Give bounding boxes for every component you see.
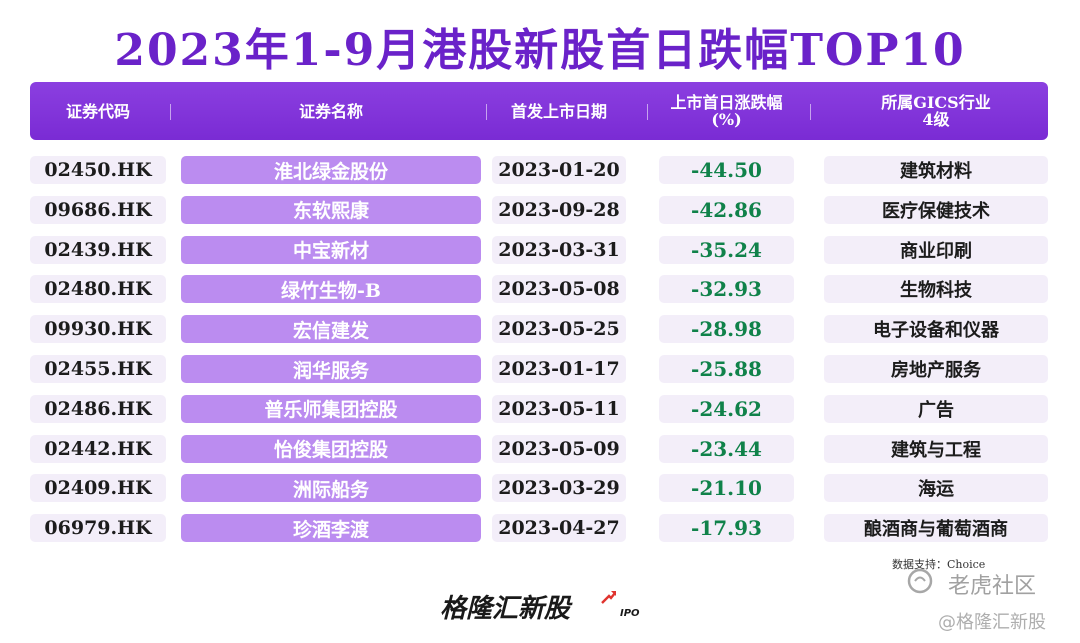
gics-industry-cell: 医疗保健技术 (824, 195, 1048, 224)
table-row: 02450.HK 淮北绿金股份 2023-01-20 -44.50 建筑材料 (0, 154, 1080, 186)
stock-code-cell: 02409.HK (30, 474, 166, 503)
gics-industry-cell: 电子设备和仪器 (824, 315, 1048, 344)
stock-code-cell: 02455.HK (30, 355, 166, 383)
first-day-change-cell: -35.24 (659, 235, 794, 264)
gics-industry-cell: 商业印刷 (824, 235, 1048, 264)
header-industry-line2: 4级 (922, 110, 950, 129)
first-day-change-cell: -23.44 (659, 434, 794, 463)
stock-name-cell: 珍酒李渡 (181, 514, 481, 543)
first-day-change-cell: -24.62 (659, 394, 794, 423)
stock-code-cell: 02442.HK (30, 434, 166, 463)
first-day-change-cell: -17.93 (659, 514, 794, 543)
table-row: 02480.HK 绿竹生物-B 2023-05-08 -32.93 生物科技 (0, 273, 1080, 305)
stock-code-cell: 09686.HK (30, 195, 166, 224)
header-code: 证券代码 (65, 101, 130, 121)
header-change-line2: (%) (711, 110, 742, 129)
listing-date-cell: 2023-05-25 (492, 315, 626, 344)
stock-name-cell: 淮北绿金股份 (181, 156, 481, 184)
header-industry: 所属GICS行业 4级 (824, 82, 1048, 140)
header-divider (486, 104, 487, 120)
gics-industry-cell: 房地产服务 (824, 355, 1048, 383)
listing-date-cell: 2023-03-31 (492, 235, 626, 264)
gics-industry-cell: 酿酒商与葡萄酒商 (824, 514, 1048, 543)
brand-name: 格隆汇新股 (440, 594, 571, 624)
gics-industry-cell: 海运 (824, 474, 1048, 503)
stock-code-cell: 02450.HK (30, 156, 166, 184)
first-day-change-cell: -21.10 (659, 474, 794, 503)
header-divider (810, 104, 811, 120)
stock-name-cell: 润华服务 (181, 355, 481, 383)
stock-code-cell: 02480.HK (30, 275, 166, 304)
gics-industry-cell: 广告 (824, 394, 1048, 423)
stock-name-cell: 绿竹生物-B (181, 275, 481, 304)
stock-name-cell: 普乐师集团控股 (181, 394, 481, 423)
stock-name-cell: 中宝新材 (181, 235, 481, 264)
stock-name-cell: 宏信建发 (181, 315, 481, 344)
listing-date-cell: 2023-05-11 (492, 394, 626, 423)
table-header: 证券代码 证券名称 首发上市日期 上市首日涨跌幅 (%) 所属GICS行业 4级 (30, 82, 1048, 140)
listing-date-cell: 2023-03-29 (492, 474, 626, 503)
gics-industry-cell: 建筑材料 (824, 156, 1048, 184)
table-row: 02442.HK 怡俊集团控股 2023-05-09 -23.44 建筑与工程 (0, 433, 1080, 465)
header-divider (647, 104, 648, 120)
listing-date-cell: 2023-05-08 (492, 275, 626, 304)
first-day-change-cell: -32.93 (659, 275, 794, 304)
table-row: 09930.HK 宏信建发 2023-05-25 -28.98 电子设备和仪器 (0, 313, 1080, 345)
table-row: 02455.HK 润华服务 2023-01-17 -25.88 房地产服务 (0, 353, 1080, 385)
stock-name-cell: 东软熙康 (181, 195, 481, 224)
stock-code-cell: 02439.HK (30, 235, 166, 264)
trend-arrow-icon (601, 591, 616, 604)
header-industry-line1: 所属GICS行业 (881, 93, 991, 112)
header-divider (170, 104, 171, 120)
first-day-change-cell: -42.86 (659, 195, 794, 224)
table-row: 02486.HK 普乐师集团控股 2023-05-11 -24.62 广告 (0, 393, 1080, 425)
tiger-logo-icon (907, 568, 933, 594)
header-name: 证券名称 (298, 101, 363, 121)
source-note: 数据支持：Choice (892, 558, 986, 571)
listing-date-cell: 2023-01-20 (492, 156, 626, 184)
page-title: 2023年1-9月港股新股首日跌幅TOP10 (114, 25, 966, 76)
stock-code-cell: 09930.HK (30, 315, 166, 344)
stock-code-cell: 06979.HK (30, 514, 166, 543)
first-day-change-cell: -28.98 (659, 315, 794, 344)
watermark-handle: @格隆汇新股 (938, 612, 1046, 633)
table-row: 09686.HK 东软熙康 2023-09-28 -42.86 医疗保健技术 (0, 194, 1080, 226)
table-row: 06979.HK 珍酒李渡 2023-04-27 -17.93 酿酒商与葡萄酒商 (0, 512, 1080, 544)
header-change-line1: 上市首日涨跌幅 (670, 93, 783, 112)
stock-name-cell: 洲际船务 (181, 474, 481, 503)
gics-industry-cell: 建筑与工程 (824, 434, 1048, 463)
table-row: 02439.HK 中宝新材 2023-03-31 -35.24 商业印刷 (0, 234, 1080, 266)
header-change: 上市首日涨跌幅 (%) (659, 82, 794, 140)
stock-code-cell: 02486.HK (30, 394, 166, 423)
listing-date-cell: 2023-01-17 (492, 355, 626, 383)
watermark-site: 老虎社区 (948, 574, 1037, 599)
brand-suffix: IPO (620, 608, 640, 619)
stock-name-cell: 怡俊集团控股 (181, 434, 481, 463)
listing-date-cell: 2023-05-09 (492, 434, 626, 463)
first-day-change-cell: -25.88 (659, 355, 794, 383)
table-row: 02409.HK 洲际船务 2023-03-29 -21.10 海运 (0, 472, 1080, 504)
gics-industry-cell: 生物科技 (824, 275, 1048, 304)
listing-date-cell: 2023-04-27 (492, 514, 626, 543)
listing-date-cell: 2023-09-28 (492, 195, 626, 224)
header-date: 首发上市日期 (510, 101, 607, 121)
first-day-change-cell: -44.50 (659, 156, 794, 184)
